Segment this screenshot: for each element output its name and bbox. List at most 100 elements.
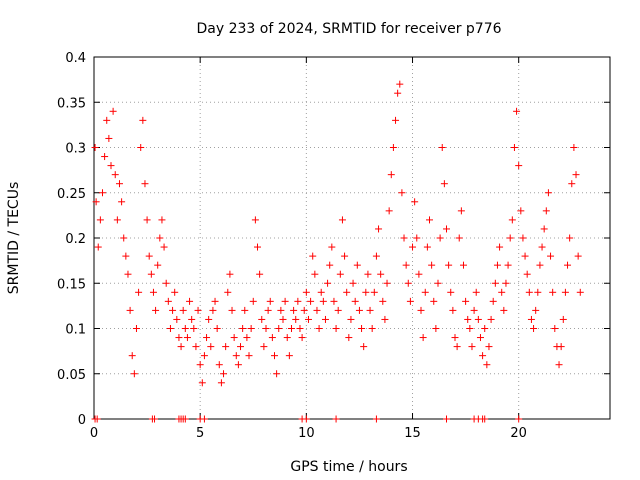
data-point (239, 325, 247, 332)
data-point (536, 261, 544, 269)
data-point (481, 415, 489, 423)
data-point (442, 415, 450, 423)
data-point (549, 288, 557, 296)
data-point (360, 343, 368, 351)
data-point (347, 315, 355, 323)
x-tick-label: 10 (298, 426, 315, 441)
data-point (130, 370, 138, 378)
plot-frame (93, 56, 611, 420)
y-tick-label: 0.05 (57, 368, 86, 383)
data-point (171, 288, 179, 296)
data-point (336, 270, 344, 278)
data-point (226, 270, 234, 278)
data-point (561, 288, 569, 296)
data-point (188, 315, 196, 323)
data-point (445, 261, 453, 269)
data-point (91, 144, 99, 151)
data-point (198, 379, 206, 387)
data-point (557, 343, 565, 351)
data-point (434, 279, 442, 287)
x-tick-label: 5 (196, 426, 204, 441)
data-point (387, 171, 395, 179)
data-point (101, 153, 109, 161)
data-point (179, 306, 187, 314)
data-point (113, 216, 121, 224)
data-point (317, 288, 325, 296)
y-tick-label: 0.15 (57, 277, 86, 292)
data-point (294, 297, 302, 305)
data-point (568, 180, 576, 188)
data-point (532, 306, 540, 314)
data-point (504, 261, 512, 269)
data-point (213, 325, 221, 332)
data-point (290, 306, 298, 314)
data-point (232, 352, 240, 360)
data-point (251, 216, 259, 224)
data-point (491, 279, 499, 287)
data-point (254, 243, 262, 251)
data-point (474, 315, 482, 323)
data-point (194, 306, 202, 314)
data-point (334, 306, 342, 314)
data-point (530, 325, 538, 332)
data-point (237, 343, 245, 351)
x-axis-label: GPS time / hours (290, 459, 407, 475)
data-point (398, 189, 406, 197)
data-point (181, 415, 189, 423)
data-point (496, 243, 504, 251)
data-point (96, 216, 104, 224)
data-point (521, 252, 529, 260)
x-tick-label: 0 (90, 426, 98, 441)
data-point (366, 306, 374, 314)
data-point (470, 306, 478, 314)
data-point (149, 288, 157, 296)
data-point (103, 116, 111, 124)
data-point (126, 306, 134, 314)
data-point (453, 343, 461, 351)
grid (94, 57, 610, 419)
data-point (107, 162, 115, 170)
data-point (370, 288, 378, 296)
data-point (124, 270, 132, 278)
data-point (135, 288, 143, 296)
data-point (406, 297, 414, 305)
data-point (203, 334, 211, 342)
data-point (379, 297, 387, 305)
data-point (381, 315, 389, 323)
data-point (489, 297, 497, 305)
data-point (355, 306, 363, 314)
data-point (200, 415, 208, 423)
data-point (451, 334, 459, 342)
data-point (137, 144, 145, 151)
data-point (481, 325, 489, 332)
chart-title: Day 233 of 2024, SRMTID for receiver p77… (196, 21, 501, 37)
data-point (436, 234, 444, 242)
data-point (128, 352, 136, 360)
data-point (392, 116, 400, 124)
data-point (466, 325, 474, 332)
data-point (400, 234, 408, 242)
data-point (564, 261, 572, 269)
data-point (307, 297, 315, 305)
data-point (527, 315, 535, 323)
data-point (258, 315, 266, 323)
data-point (321, 315, 329, 323)
data-point (555, 361, 563, 369)
data-point (164, 297, 172, 305)
data-point (211, 297, 219, 305)
data-point (464, 315, 472, 323)
data-point (413, 234, 421, 242)
data-point (542, 207, 550, 215)
data-point (419, 334, 427, 342)
data-point (349, 279, 357, 287)
data-point (447, 288, 455, 296)
data-point (455, 234, 463, 242)
data-point (132, 325, 140, 332)
data-point (324, 279, 332, 287)
data-point (287, 325, 295, 332)
data-point (277, 306, 285, 314)
data-point (224, 288, 232, 296)
data-point (169, 306, 177, 314)
data-point (207, 343, 215, 351)
data-point (298, 334, 306, 342)
